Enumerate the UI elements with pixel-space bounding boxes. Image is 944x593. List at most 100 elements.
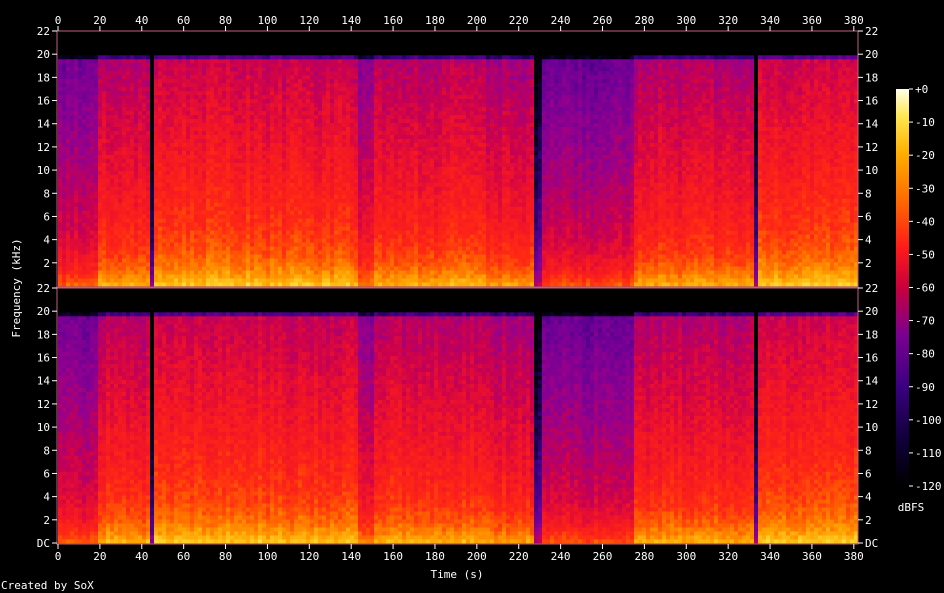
channel-1-frame (56, 30, 859, 288)
x-tick-label-bottom: 260 (593, 550, 613, 563)
y-tick-label-left: 8 (43, 187, 50, 200)
x-tick-label-top: 60 (177, 14, 190, 27)
x-tick-label-bottom: 340 (760, 550, 780, 563)
x-tick-label-top: 260 (593, 14, 613, 27)
colorbar (896, 89, 909, 486)
x-tick-label-top: 240 (551, 14, 571, 27)
x-tick-label-bottom: 280 (634, 550, 654, 563)
x-axis-top: 0 20 40 60 80 100 120 140 160 180 200 220 240 260 280 3… (55, 14, 864, 31)
x-tick-label-top: 0 (55, 14, 62, 27)
x-tick-label-top: 360 (802, 14, 822, 27)
colorbar-tick-label: -40 (915, 215, 935, 228)
credit-text: Created by SoX (1, 579, 94, 592)
y-tick-label-left: 20 (37, 305, 50, 318)
y-tick-label-right: 6 (865, 467, 872, 480)
y-tick-label-left: 4 (43, 491, 50, 504)
colorbar-ticks: +0 -10 -20 -30 -40 -50 -60 -70 -80 -90 -100 -110 -12… (909, 83, 942, 493)
x-tick-label-top: 160 (383, 14, 403, 27)
y-tick-label-left: 2 (43, 514, 50, 527)
y-tick-label-left: 18 (37, 328, 50, 341)
colorbar-tick-label: -50 (915, 248, 935, 261)
y-tick-label-right: 10 (865, 421, 878, 434)
x-tick-label-top: 100 (257, 14, 277, 27)
y-tick-label-left: 6 (43, 210, 50, 223)
colorbar-tick-label: -70 (915, 315, 935, 328)
x-tick-label-bottom: 0 (55, 550, 62, 563)
y-tick-label-right: DC (865, 537, 878, 550)
y-tick-label-right: 20 (865, 305, 878, 318)
y-tick-label-left: 8 (43, 444, 50, 457)
y-tick-label-right: 20 (865, 48, 878, 61)
colorbar-tick-label: -110 (915, 447, 942, 460)
y-tick-label-left: 12 (37, 141, 50, 154)
y-tick-label-right: 22 (865, 25, 878, 38)
y-tick-label-right: 16 (865, 352, 878, 365)
colorbar-tick-label: -20 (915, 149, 935, 162)
x-tick-label-top: 80 (219, 14, 232, 27)
y-tick-label-right: 8 (865, 444, 872, 457)
y-tick-label-left: 22 (37, 25, 50, 38)
colorbar-tick-label: +0 (915, 83, 928, 96)
x-tick-label-top: 140 (341, 14, 361, 27)
y-tick-label-left: 12 (37, 398, 50, 411)
y-tick-label-left: 22 (37, 282, 50, 295)
x-tick-label-bottom: 360 (802, 550, 822, 563)
x-tick-label-bottom: 300 (676, 550, 696, 563)
x-tick-label-bottom: 100 (257, 550, 277, 563)
x-tick-label-bottom: 220 (509, 550, 529, 563)
x-tick-label-top: 220 (509, 14, 529, 27)
x-tick-label-top: 300 (676, 14, 696, 27)
x-tick-label-top: 180 (425, 14, 445, 27)
colorbar-tick-label: -100 (915, 414, 942, 427)
spectrogram-channel-1 (58, 31, 859, 287)
y-tick-label-right: 16 (865, 95, 878, 108)
y-tick-label-left: 14 (37, 375, 51, 388)
y-tick-label-right: 6 (865, 210, 872, 223)
y-tick-label-right: 14 (865, 375, 879, 388)
colorbar-tick-label: -10 (915, 116, 935, 129)
y-tick-label-left: 2 (43, 257, 50, 270)
y-tick-label-left: 18 (37, 71, 50, 84)
y-tick-label-left: 4 (43, 234, 50, 247)
x-tick-label-top: 280 (634, 14, 654, 27)
colorbar-label: dBFS (898, 501, 925, 514)
x-tick-label-bottom: 40 (135, 550, 148, 563)
y-tick-label-right: 22 (865, 282, 878, 295)
x-tick-label-top: 380 (844, 14, 864, 27)
x-tick-label-top: 200 (467, 14, 487, 27)
y-tick-label-left: DC (37, 537, 50, 550)
x-tick-label-bottom: 120 (299, 550, 319, 563)
y-tick-label-right: 18 (865, 328, 878, 341)
y-tick-label-right: 14 (865, 118, 879, 131)
y-tick-label-left: 10 (37, 421, 50, 434)
y-tick-label-right: 8 (865, 187, 872, 200)
y-tick-label-left: 10 (37, 164, 50, 177)
x-tick-label-top: 320 (718, 14, 738, 27)
x-tick-label-bottom: 180 (425, 550, 445, 563)
x-tick-label-bottom: 60 (177, 550, 190, 563)
colorbar-tick-label: -80 (915, 348, 935, 361)
colorbar-tick-label: -30 (915, 182, 935, 195)
y-tick-label-right: 18 (865, 71, 878, 84)
x-tick-label-top: 120 (299, 14, 319, 27)
y-tick-label-left: 6 (43, 467, 50, 480)
y-tick-label-left: 16 (37, 95, 50, 108)
x-tick-label-bottom: 140 (341, 550, 361, 563)
y-tick-label-right: 12 (865, 141, 878, 154)
y-tick-label-right: 12 (865, 398, 878, 411)
x-tick-label-top: 20 (93, 14, 106, 27)
spectrogram-channel-2 (58, 288, 859, 544)
x-tick-label-bottom: 320 (718, 550, 738, 563)
x-axis-bottom: 0 20 40 60 80 100 120 140 160 180 200 220 240 260 280 3… (55, 544, 864, 563)
colorbar-tick-label: -90 (915, 381, 935, 394)
x-tick-label-top: 340 (760, 14, 780, 27)
channel-2-frame (56, 287, 859, 545)
y-tick-label-right: 2 (865, 514, 872, 527)
y-tick-label-right: 2 (865, 257, 872, 270)
x-tick-label-bottom: 240 (551, 550, 571, 563)
y-axis-label: Frequency (kHz) (10, 238, 23, 337)
x-tick-label-bottom: 200 (467, 550, 487, 563)
x-tick-label-top: 40 (135, 14, 148, 27)
